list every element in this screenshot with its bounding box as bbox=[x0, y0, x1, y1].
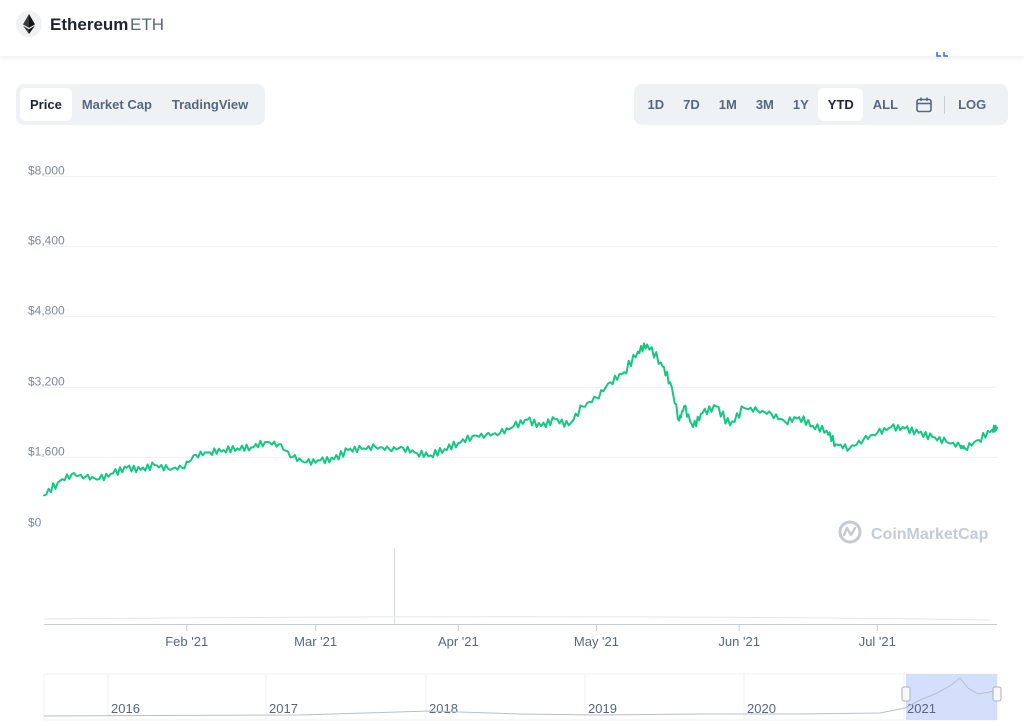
y-tick-label: $0 bbox=[28, 516, 42, 530]
x-tick-label: Jul '21 bbox=[859, 634, 896, 649]
y-axis: $0 $1,600 $3,200 $4,800 $6,400 $8,000 bbox=[28, 164, 65, 530]
coin-symbol: ETH bbox=[130, 15, 164, 34]
chart-type-tabs: Price Market Cap TradingView bbox=[16, 84, 265, 125]
range-1d[interactable]: 1D bbox=[647, 97, 665, 112]
navigator-handle-left[interactable] bbox=[901, 686, 911, 702]
range-3m[interactable]: 3M bbox=[755, 97, 774, 112]
range-all[interactable]: ALL bbox=[872, 97, 899, 112]
x-tick-label: Jun '21 bbox=[718, 634, 760, 649]
navigator-year-label: 2020 bbox=[747, 701, 776, 716]
coinmarketcap-watermark: CoinMarketCap bbox=[838, 520, 989, 544]
x-tick-label: Apr '21 bbox=[438, 634, 479, 649]
x-tick-label: Mar '21 bbox=[294, 634, 337, 649]
calendar-icon[interactable] bbox=[908, 88, 940, 121]
x-tick-label: May '21 bbox=[574, 634, 619, 649]
ethereum-diamond-icon bbox=[16, 11, 42, 37]
range-7d[interactable]: 7D bbox=[683, 97, 700, 112]
time-range-tabs: 1D 7D 1M 3M 1Y YTD ALL LOG bbox=[634, 84, 1008, 125]
navigator-year-label: 2016 bbox=[111, 701, 140, 716]
y-tick-label: $3,200 bbox=[28, 375, 65, 389]
y-tick-label: $8,000 bbox=[28, 164, 65, 178]
chart-navigator: 2016 2017 2018 2019 2020 2021 bbox=[43, 673, 1002, 721]
tab-price[interactable]: Price bbox=[20, 88, 72, 121]
watermark-text: CoinMarketCap bbox=[871, 526, 989, 543]
range-1m[interactable]: 1M bbox=[718, 97, 737, 112]
y-tick-label: $1,600 bbox=[28, 445, 65, 459]
x-tick-label: Feb '21 bbox=[165, 634, 208, 649]
navigator-selection[interactable] bbox=[906, 674, 997, 720]
partial-icon bbox=[936, 52, 948, 57]
navigator-year-label: 2018 bbox=[429, 701, 458, 716]
range-1y[interactable]: 1Y bbox=[792, 97, 809, 112]
navigator-handle-right[interactable] bbox=[992, 686, 1002, 702]
range-ytd[interactable]: YTD bbox=[818, 88, 864, 121]
volume-baseline bbox=[43, 616, 991, 621]
y-tick-label: $6,400 bbox=[28, 234, 65, 248]
navigator-series bbox=[43, 677, 998, 717]
coin-header: Ethereum ETH bbox=[0, 0, 1024, 56]
tab-market-cap[interactable]: Market Cap bbox=[81, 97, 152, 112]
y-tick-label: $4,800 bbox=[28, 304, 65, 318]
navigator-frame bbox=[43, 673, 998, 721]
navigator-year-label: 2019 bbox=[588, 701, 617, 716]
navigator-year-label: 2021 bbox=[907, 701, 936, 716]
coin-name: Ethereum bbox=[50, 15, 129, 34]
price-chart: $0 $1,600 $3,200 $4,800 $6,400 $8,000 CoinMar… bbox=[28, 164, 998, 649]
x-axis: Feb '21 Mar '21 Apr '21 May '21 Jun '21 Jul '… bbox=[165, 625, 896, 649]
log-scale-button[interactable]: LOG bbox=[958, 97, 987, 112]
calendar-glyph-icon bbox=[915, 97, 932, 112]
grid-lines bbox=[44, 176, 997, 458]
price-series-line bbox=[43, 342, 998, 497]
navigator-ticks: 2016 2017 2018 2019 2020 2021 bbox=[107, 674, 936, 720]
toolbar-divider bbox=[943, 95, 945, 114]
tab-tradingview[interactable]: TradingView bbox=[171, 97, 249, 112]
coinmarketcap-logo-icon bbox=[838, 520, 862, 544]
navigator-year-label: 2017 bbox=[269, 701, 298, 716]
